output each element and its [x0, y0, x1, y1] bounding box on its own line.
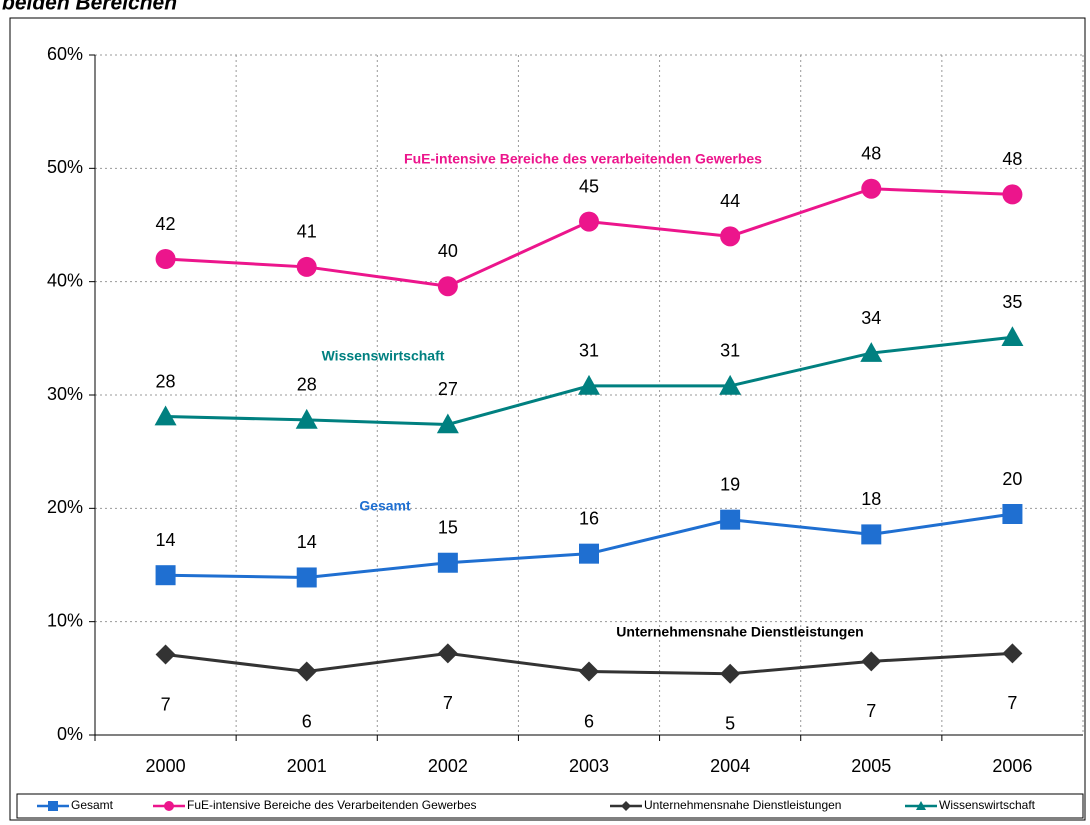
series-annotation: FuE-intensive Bereiche des verarbeitende… — [404, 151, 762, 167]
legend-label: FuE-intensive Bereiche des Verarbeitende… — [187, 798, 477, 812]
y-tick-label: 0% — [57, 724, 83, 744]
point — [579, 661, 599, 682]
data-label: 27 — [438, 379, 458, 399]
data-label: 18 — [861, 489, 881, 509]
point — [155, 249, 176, 269]
point — [579, 543, 599, 564]
data-label: 6 — [584, 711, 594, 731]
point — [1002, 643, 1023, 664]
point — [437, 552, 458, 573]
point — [861, 524, 882, 545]
point — [579, 211, 599, 232]
point — [861, 651, 882, 672]
x-tick-label: 2006 — [992, 756, 1032, 776]
chart-title: beiden Bereichen — [2, 0, 177, 15]
point — [720, 226, 741, 247]
data-label: 7 — [1007, 693, 1017, 713]
point — [1002, 504, 1023, 524]
legend-marker — [621, 801, 631, 811]
data-label: 48 — [861, 143, 881, 163]
data-label: 6 — [302, 711, 312, 731]
data-label: 14 — [156, 530, 176, 550]
point — [437, 643, 458, 664]
data-label: 48 — [1002, 149, 1022, 169]
legend-marker — [916, 801, 926, 810]
data-label: 31 — [579, 341, 599, 361]
point — [720, 663, 741, 684]
series-annotation: Gesamt — [359, 498, 411, 514]
data-label: 7 — [866, 701, 876, 721]
point — [154, 405, 177, 426]
x-tick-label: 2002 — [428, 756, 468, 776]
data-label: 5 — [725, 714, 735, 734]
point — [861, 178, 882, 199]
data-label: 28 — [297, 375, 317, 395]
legend-label: Gesamt — [71, 798, 114, 812]
point — [578, 374, 600, 395]
point — [155, 565, 176, 586]
series-annotation: Wissenswirtschaft — [322, 348, 445, 364]
data-label: 31 — [720, 341, 740, 361]
point — [437, 276, 458, 297]
legend-label: Wissenswirtschaft — [939, 798, 1036, 812]
data-label: 41 — [297, 222, 317, 242]
data-label: 20 — [1002, 469, 1022, 489]
y-tick-label: 10% — [47, 610, 83, 630]
y-tick-label: 30% — [47, 384, 83, 404]
data-label: 15 — [438, 517, 458, 537]
chart-frame — [9, 17, 1086, 821]
y-tick-label: 50% — [47, 157, 83, 177]
point — [295, 408, 318, 429]
y-tick-label: 60% — [47, 44, 83, 64]
data-label: 14 — [297, 532, 317, 552]
data-label: 16 — [579, 508, 599, 528]
point — [296, 661, 317, 682]
x-tick-label: 2000 — [146, 756, 186, 776]
data-label: 45 — [579, 176, 599, 196]
legend-marker — [48, 801, 58, 811]
point — [1001, 326, 1024, 346]
point — [296, 567, 317, 588]
point — [719, 374, 742, 395]
point — [860, 342, 883, 362]
data-label: 7 — [161, 694, 171, 714]
data-label: 28 — [156, 371, 176, 391]
point — [720, 509, 741, 530]
data-label: 40 — [438, 241, 458, 261]
data-label: 44 — [720, 191, 740, 211]
data-label: 42 — [156, 214, 176, 234]
data-label: 19 — [720, 474, 740, 494]
y-tick-label: 40% — [47, 270, 83, 290]
legend-marker — [164, 801, 174, 811]
x-tick-label: 2004 — [710, 756, 750, 776]
data-label: 35 — [1002, 292, 1022, 312]
data-label: 34 — [861, 308, 881, 328]
x-tick-label: 2003 — [569, 756, 609, 776]
point — [155, 644, 176, 665]
y-tick-label: 20% — [47, 497, 83, 517]
series-annotation: Unternehmensnahe Dienstleistungen — [616, 624, 863, 640]
point — [436, 413, 459, 434]
data-label: 7 — [443, 693, 453, 713]
x-tick-label: 2001 — [287, 756, 327, 776]
legend-label: Unternehmensnahe Dienstleistungen — [644, 798, 841, 812]
point — [1002, 184, 1023, 205]
x-tick-label: 2005 — [851, 756, 891, 776]
point — [296, 256, 317, 277]
